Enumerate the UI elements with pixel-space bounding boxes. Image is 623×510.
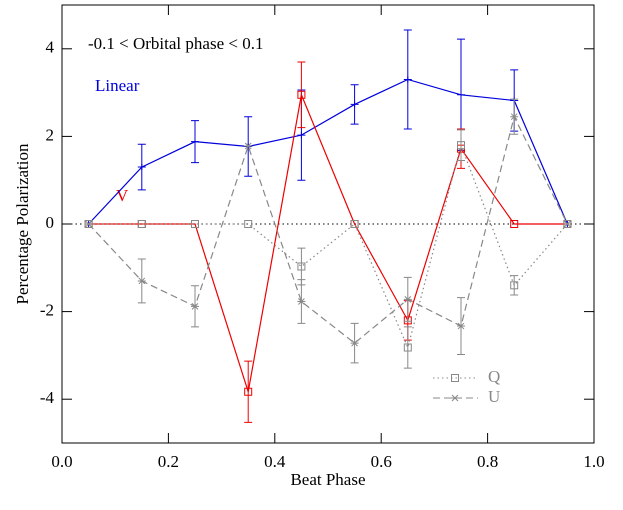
y-tick-label: -4 <box>40 388 55 407</box>
y-tick-label: 0 <box>46 213 55 232</box>
x-tick-label: 1.0 <box>583 452 604 471</box>
marker <box>350 101 359 108</box>
marker <box>137 164 146 171</box>
marker <box>191 220 199 228</box>
series-line <box>88 143 568 350</box>
marker <box>84 220 93 228</box>
x-tick-label: 0.6 <box>371 452 392 471</box>
x-tick-label: 0.0 <box>51 452 72 471</box>
series-line <box>88 92 568 392</box>
series-label: Linear <box>95 76 140 95</box>
y-tick-label: -2 <box>40 301 54 320</box>
series-line <box>88 78 568 225</box>
y-tick-label: 4 <box>46 38 55 57</box>
marker <box>350 220 359 228</box>
marker <box>457 141 465 150</box>
x-axis-label: Beat Phase <box>290 470 365 489</box>
marker <box>244 142 253 150</box>
marker <box>403 343 412 352</box>
marker <box>403 76 412 83</box>
marker <box>451 394 459 402</box>
marker <box>297 132 306 139</box>
x-tick-label: 0.4 <box>264 452 286 471</box>
x-tick-label: 0.8 <box>477 452 498 471</box>
marker <box>563 220 572 228</box>
legend-label: U <box>488 387 500 406</box>
legend-label: Q <box>488 367 500 386</box>
error-bar <box>403 326 412 369</box>
marker <box>510 220 519 228</box>
marker <box>244 387 253 396</box>
annotation: -0.1 < Orbital phase < 0.1 <box>88 34 263 53</box>
marker <box>510 281 519 290</box>
marker <box>137 277 146 285</box>
marker <box>510 113 519 121</box>
marker <box>457 91 465 98</box>
y-tick-label: 2 <box>46 125 55 144</box>
marker <box>403 295 412 303</box>
marker <box>457 322 465 330</box>
series-label: V <box>116 186 129 205</box>
marker <box>297 90 306 99</box>
error-bar <box>510 275 519 296</box>
marker <box>297 298 306 305</box>
x-tick-label: 0.2 <box>158 452 179 471</box>
series-line <box>88 114 568 344</box>
marker <box>350 339 359 347</box>
marker <box>244 220 253 228</box>
marker <box>451 374 459 382</box>
marker <box>297 262 306 271</box>
marker <box>191 302 199 310</box>
y-axis-label: Percentage Polarization <box>13 143 32 304</box>
marker <box>137 220 146 228</box>
marker <box>191 138 199 145</box>
